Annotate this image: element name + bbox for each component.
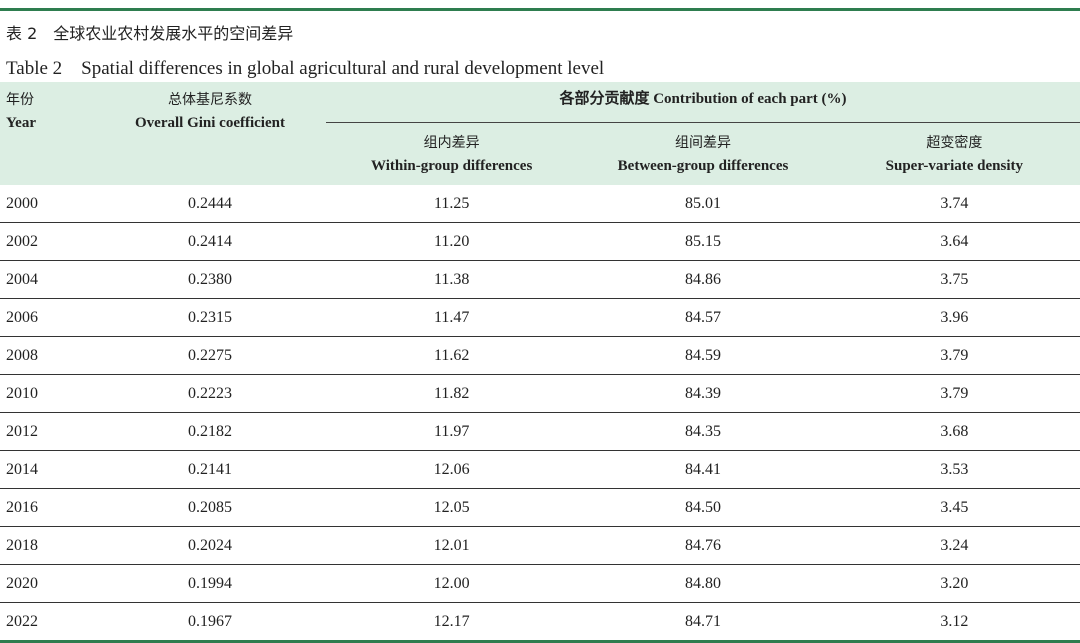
- cell-gini: 0.2141: [94, 450, 326, 489]
- table-row: 2014 0.2141 12.06 84.41 3.53: [0, 450, 1080, 489]
- cell-super: 3.24: [828, 526, 1080, 565]
- gini-table: 年份 Year 总体基尼系数 Overall Gini coefficient …: [0, 82, 1080, 643]
- table-title-cn: 表 2 全球农业农村发展水平的空间差异: [6, 24, 294, 43]
- table-row: 2010 0.2223 11.82 84.39 3.79: [0, 374, 1080, 413]
- cell-between: 84.76: [577, 526, 829, 565]
- cell-year: 2018: [0, 526, 94, 565]
- header-between-cn: 组间差异: [674, 135, 731, 151]
- cell-super: 3.74: [828, 185, 1080, 223]
- cell-within: 11.82: [326, 374, 578, 413]
- cell-gini: 0.2182: [94, 412, 326, 451]
- cell-gini: 0.2414: [94, 222, 326, 261]
- top-rule: [0, 8, 1080, 11]
- cell-gini: 0.2444: [94, 185, 326, 223]
- cell-between: 84.59: [577, 336, 829, 375]
- cell-between: 85.15: [577, 222, 829, 261]
- cell-within: 12.17: [326, 602, 578, 643]
- cell-within: 11.25: [326, 185, 578, 223]
- header-year-en: Year: [6, 115, 36, 131]
- cell-super: 3.79: [828, 374, 1080, 413]
- table-body: 2000 0.2444 11.25 85.01 3.74 2002 0.2414 11.20…: [0, 185, 1080, 643]
- cell-super: 3.53: [828, 450, 1080, 489]
- cell-between: 84.41: [577, 450, 829, 489]
- cell-within: 11.47: [326, 298, 578, 337]
- cell-within: 11.62: [326, 336, 578, 375]
- cell-year: 2008: [0, 336, 94, 375]
- table-row: 2022 0.1967 12.17 84.71 3.12: [0, 602, 1080, 643]
- cell-year: 2016: [0, 488, 94, 527]
- header-super-cn: 超变密度: [926, 135, 983, 151]
- cell-gini: 0.1967: [94, 602, 326, 643]
- cell-between: 84.50: [577, 488, 829, 527]
- cell-super: 3.68: [828, 412, 1080, 451]
- cell-gini: 0.2315: [94, 298, 326, 337]
- cell-gini: 0.2085: [94, 488, 326, 527]
- header-super: 超变密度 Super-variate density: [828, 122, 1080, 185]
- header-gini: 总体基尼系数 Overall Gini coefficient: [94, 82, 326, 185]
- cell-super: 3.64: [828, 222, 1080, 261]
- table-row: 2002 0.2414 11.20 85.15 3.64: [0, 222, 1080, 261]
- cell-between: 84.39: [577, 374, 829, 413]
- cell-year: 2020: [0, 564, 94, 603]
- cell-between: 84.80: [577, 564, 829, 603]
- cell-within: 11.97: [326, 412, 578, 451]
- header-between-en: Between-group differences: [617, 158, 789, 174]
- table-row: 2012 0.2182 11.97 84.35 3.68: [0, 412, 1080, 451]
- header-gini-cn: 总体基尼系数: [168, 92, 252, 108]
- table-row: 2020 0.1994 12.00 84.80 3.20: [0, 564, 1080, 603]
- cell-within: 12.06: [326, 450, 578, 489]
- header-between: 组间差异 Between-group differences: [577, 122, 829, 185]
- cell-between: 84.86: [577, 260, 829, 299]
- table-row: 2008 0.2275 11.62 84.59 3.79: [0, 336, 1080, 375]
- cell-between: 84.71: [577, 602, 829, 643]
- cell-within: 11.20: [326, 222, 578, 261]
- cell-between: 85.01: [577, 185, 829, 223]
- cell-super: 3.45: [828, 488, 1080, 527]
- table-row: 2018 0.2024 12.01 84.76 3.24: [0, 526, 1080, 565]
- header-within: 组内差异 Within-group differences: [326, 122, 578, 185]
- header-year-cn: 年份: [6, 92, 34, 108]
- table-row: 2016 0.2085 12.05 84.50 3.45: [0, 488, 1080, 527]
- cell-year: 2010: [0, 374, 94, 413]
- cell-gini: 0.2024: [94, 526, 326, 565]
- cell-year: 2000: [0, 185, 94, 223]
- cell-year: 2004: [0, 260, 94, 299]
- header-year: 年份 Year: [0, 82, 94, 185]
- header-contribution: 各部分贡献度 Contribution of each part (%): [326, 82, 1080, 123]
- header-contribution-label: 各部分贡献度 Contribution of each part (%): [559, 91, 847, 107]
- header-within-cn: 组内差异: [423, 135, 480, 151]
- cell-gini: 0.2380: [94, 260, 326, 299]
- table-row: 2004 0.2380 11.38 84.86 3.75: [0, 260, 1080, 299]
- cell-super: 3.79: [828, 336, 1080, 375]
- cell-super: 3.96: [828, 298, 1080, 337]
- cell-gini: 0.1994: [94, 564, 326, 603]
- cell-year: 2014: [0, 450, 94, 489]
- cell-super: 3.12: [828, 602, 1080, 643]
- cell-gini: 0.2275: [94, 336, 326, 375]
- cell-year: 2002: [0, 222, 94, 261]
- cell-between: 84.57: [577, 298, 829, 337]
- cell-within: 12.01: [326, 526, 578, 565]
- cell-year: 2006: [0, 298, 94, 337]
- cell-super: 3.75: [828, 260, 1080, 299]
- cell-gini: 0.2223: [94, 374, 326, 413]
- table-row: 2000 0.2444 11.25 85.01 3.74: [0, 185, 1080, 223]
- cell-year: 2012: [0, 412, 94, 451]
- cell-within: 11.38: [326, 260, 578, 299]
- data-table-container: 年份 Year 总体基尼系数 Overall Gini coefficient …: [0, 82, 1080, 643]
- header-within-en: Within-group differences: [371, 158, 533, 174]
- table-title-en: Table 2 Spatial differences in global ag…: [6, 58, 605, 79]
- cell-within: 12.05: [326, 488, 578, 527]
- header-super-en: Super-variate density: [885, 158, 1023, 174]
- cell-between: 84.35: [577, 412, 829, 451]
- cell-super: 3.20: [828, 564, 1080, 603]
- cell-year: 2022: [0, 602, 94, 643]
- cell-within: 12.00: [326, 564, 578, 603]
- header-gini-en: Overall Gini coefficient: [135, 115, 285, 131]
- table-row: 2006 0.2315 11.47 84.57 3.96: [0, 298, 1080, 337]
